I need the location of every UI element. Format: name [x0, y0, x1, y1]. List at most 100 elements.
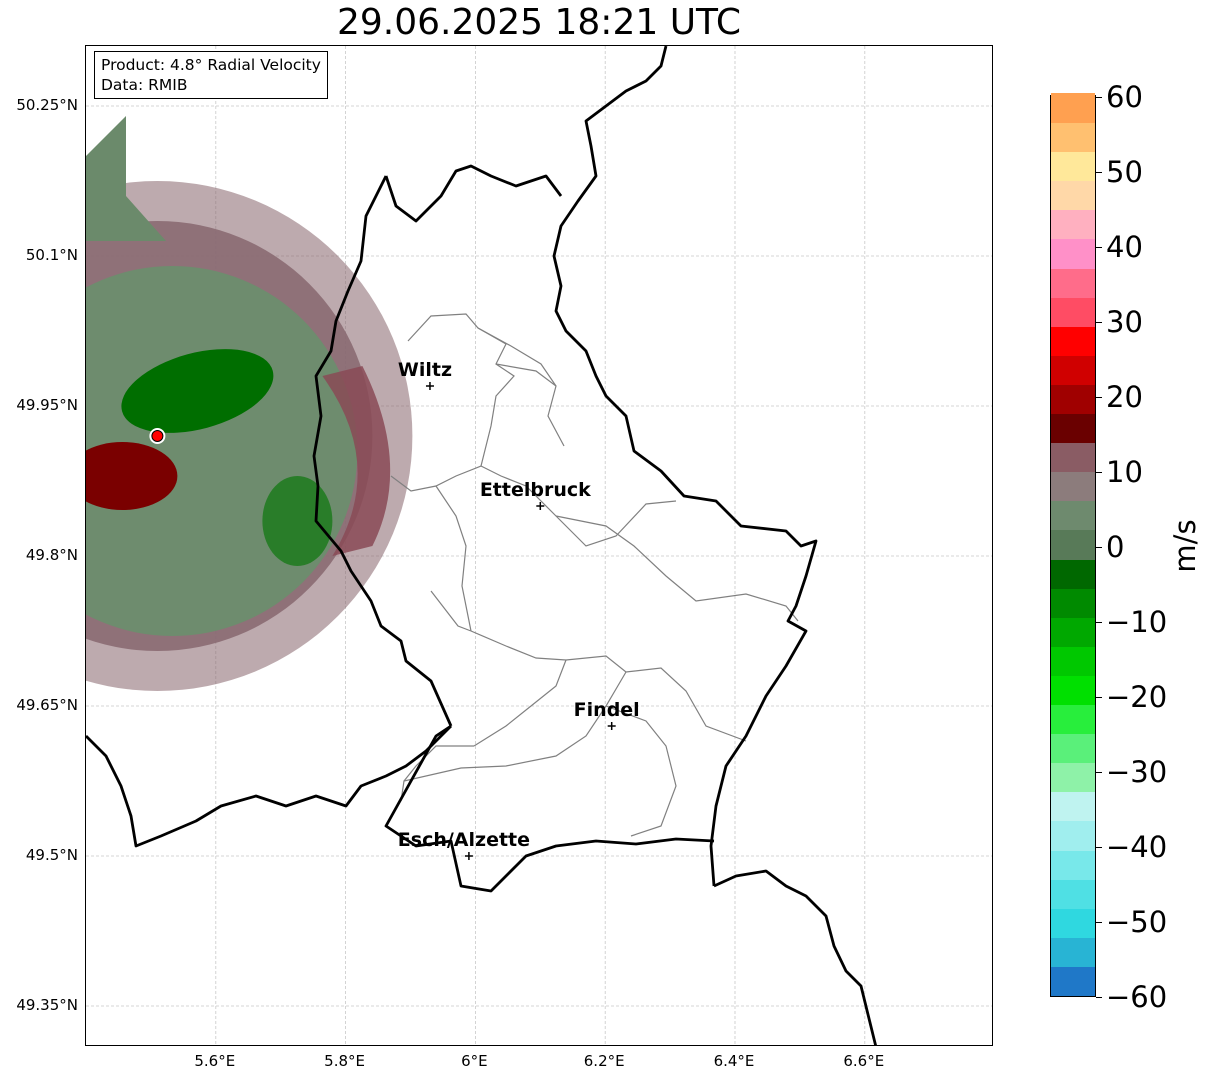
- radar-map: Wiltz Ettelbruck Findel Esch/Alzette: [86, 46, 992, 1045]
- colorbar-segment: [1051, 355, 1095, 385]
- outbound-velocity-core: [86, 442, 178, 510]
- canton-boundary: [473, 659, 567, 747]
- colorbar-segment: [1051, 500, 1095, 531]
- colorbar-segment: [1051, 733, 1095, 764]
- colorbar-tick: [1096, 97, 1102, 98]
- canton-boundaries: [390, 313, 799, 837]
- colorbar-segment: [1051, 675, 1095, 706]
- colorbar-segment: [1051, 879, 1095, 909]
- radar-site-marker: [151, 430, 164, 442]
- colorbar-tick: [1096, 997, 1102, 998]
- country-border: [552, 46, 818, 887]
- page-title: 29.06.2025 18:21 UTC: [336, 2, 742, 43]
- colorbar-segment: [1051, 646, 1095, 676]
- colorbar-segment: [1051, 820, 1095, 851]
- colorbar-segment: [1051, 93, 1095, 124]
- country-border: [384, 724, 715, 893]
- colorbar-tick-label: 40: [1106, 230, 1143, 264]
- canton-boundary: [477, 327, 565, 447]
- northwest-echo: [86, 116, 166, 241]
- colorbar-tick-label: 0: [1106, 530, 1125, 564]
- colorbar-segment: [1051, 762, 1095, 793]
- colorbar-segment: [1051, 908, 1095, 938]
- canton-boundary: [555, 515, 799, 622]
- colorbar-segment: [1051, 791, 1095, 822]
- colorbar-tick-label: −20: [1106, 680, 1168, 714]
- colorbar-segment: [1051, 442, 1095, 473]
- city-marker: Ettelbruck: [480, 479, 591, 510]
- colorbar-segment: [1051, 413, 1095, 444]
- canton-boundary: [605, 705, 677, 837]
- colorbar-segment: [1051, 849, 1095, 880]
- colorbar-tick: [1096, 622, 1102, 623]
- city-label: Findel: [574, 699, 640, 721]
- data-source-label: Data: RMIB: [101, 76, 188, 94]
- lat-tick-label: 50.1°N: [25, 246, 78, 264]
- colorbar-segment: [1051, 122, 1095, 153]
- colorbar-segment: [1051, 558, 1095, 589]
- lon-tick-label: 5.8°E: [324, 1052, 366, 1070]
- lat-tick-label: 49.5°N: [25, 846, 78, 864]
- lon-tick-label: 6°E: [461, 1052, 488, 1070]
- canton-boundary: [390, 313, 515, 492]
- colorbar-segment: [1051, 966, 1095, 996]
- colorbar-segment: [1051, 704, 1095, 735]
- colorbar-tick: [1096, 247, 1102, 248]
- info-box: Product: 4.8° Radial Velocity Data: RMIB: [94, 51, 328, 99]
- colorbar-tick-label: −40: [1106, 830, 1168, 864]
- colorbar-tick-label: 20: [1106, 380, 1143, 414]
- city-label: Ettelbruck: [480, 479, 591, 501]
- product-label: Product: 4.8° Radial Velocity: [101, 56, 321, 74]
- colorbar-segment: [1051, 617, 1095, 647]
- lat-tick-label: 49.8°N: [25, 546, 78, 564]
- country-border: [384, 164, 563, 223]
- inbound-velocity-core: [121, 349, 274, 433]
- colorbar-tick-label: 60: [1106, 80, 1143, 114]
- colorbar-segment: [1051, 588, 1095, 618]
- colorbar-tick: [1096, 322, 1102, 323]
- lon-tick-label: 6.4°E: [713, 1052, 755, 1070]
- city-markers: Wiltz Ettelbruck Findel Esch/Alzette: [398, 359, 640, 860]
- lat-tick-label: 50.25°N: [16, 96, 78, 114]
- colorbar-segment: [1051, 529, 1095, 560]
- colorbar-tick: [1096, 172, 1102, 173]
- city-marker: Esch/Alzette: [398, 829, 530, 860]
- canton-boundary: [435, 485, 472, 632]
- colorbar-tick-label: 50: [1106, 155, 1143, 189]
- lon-tick-label: 5.6°E: [194, 1052, 236, 1070]
- colorbar-unit-label: m/s: [1168, 519, 1202, 573]
- city-marker: Findel: [574, 699, 640, 730]
- map-panel[interactable]: Wiltz Ettelbruck Findel Esch/Alzette: [85, 45, 993, 1046]
- colorbar-tick-label: 10: [1106, 455, 1143, 489]
- inbound-velocity-patch: [262, 476, 333, 566]
- country-border: [86, 725, 452, 848]
- lon-tick-label: 6.2°E: [583, 1052, 625, 1070]
- canton-boundary: [430, 590, 472, 632]
- colorbar-segment: [1051, 180, 1095, 211]
- city-marker: Wiltz: [398, 359, 452, 390]
- colorbar-segment: [1051, 326, 1095, 356]
- outbound-edge-band: [322, 366, 391, 556]
- colorbar-tick: [1096, 772, 1102, 773]
- colorbar-tick-label: 30: [1106, 305, 1143, 339]
- colorbar-segment: [1051, 297, 1095, 327]
- colorbar-segment: [1051, 151, 1095, 182]
- colorbar: [1050, 93, 1096, 997]
- colorbar-segment: [1051, 268, 1095, 298]
- colorbar-tick-label: −60: [1106, 980, 1168, 1014]
- colorbar-segment: [1051, 209, 1095, 240]
- lat-tick-label: 49.35°N: [16, 996, 78, 1014]
- colorbar-tick: [1096, 697, 1102, 698]
- colorbar-tick-label: −10: [1106, 605, 1168, 639]
- colorbar-tick: [1096, 397, 1102, 398]
- colorbar-tick-label: −30: [1106, 755, 1168, 789]
- colorbar-tick: [1096, 847, 1102, 848]
- colorbar-tick: [1096, 547, 1102, 548]
- canton-boundary: [470, 630, 747, 742]
- lat-tick-label: 49.95°N: [16, 396, 78, 414]
- colorbar-tick: [1096, 922, 1102, 923]
- colorbar-segment: [1051, 937, 1095, 967]
- country-borders: [86, 46, 877, 1045]
- lat-tick-label: 49.65°N: [16, 696, 78, 714]
- colorbar-tick-label: −50: [1106, 905, 1168, 939]
